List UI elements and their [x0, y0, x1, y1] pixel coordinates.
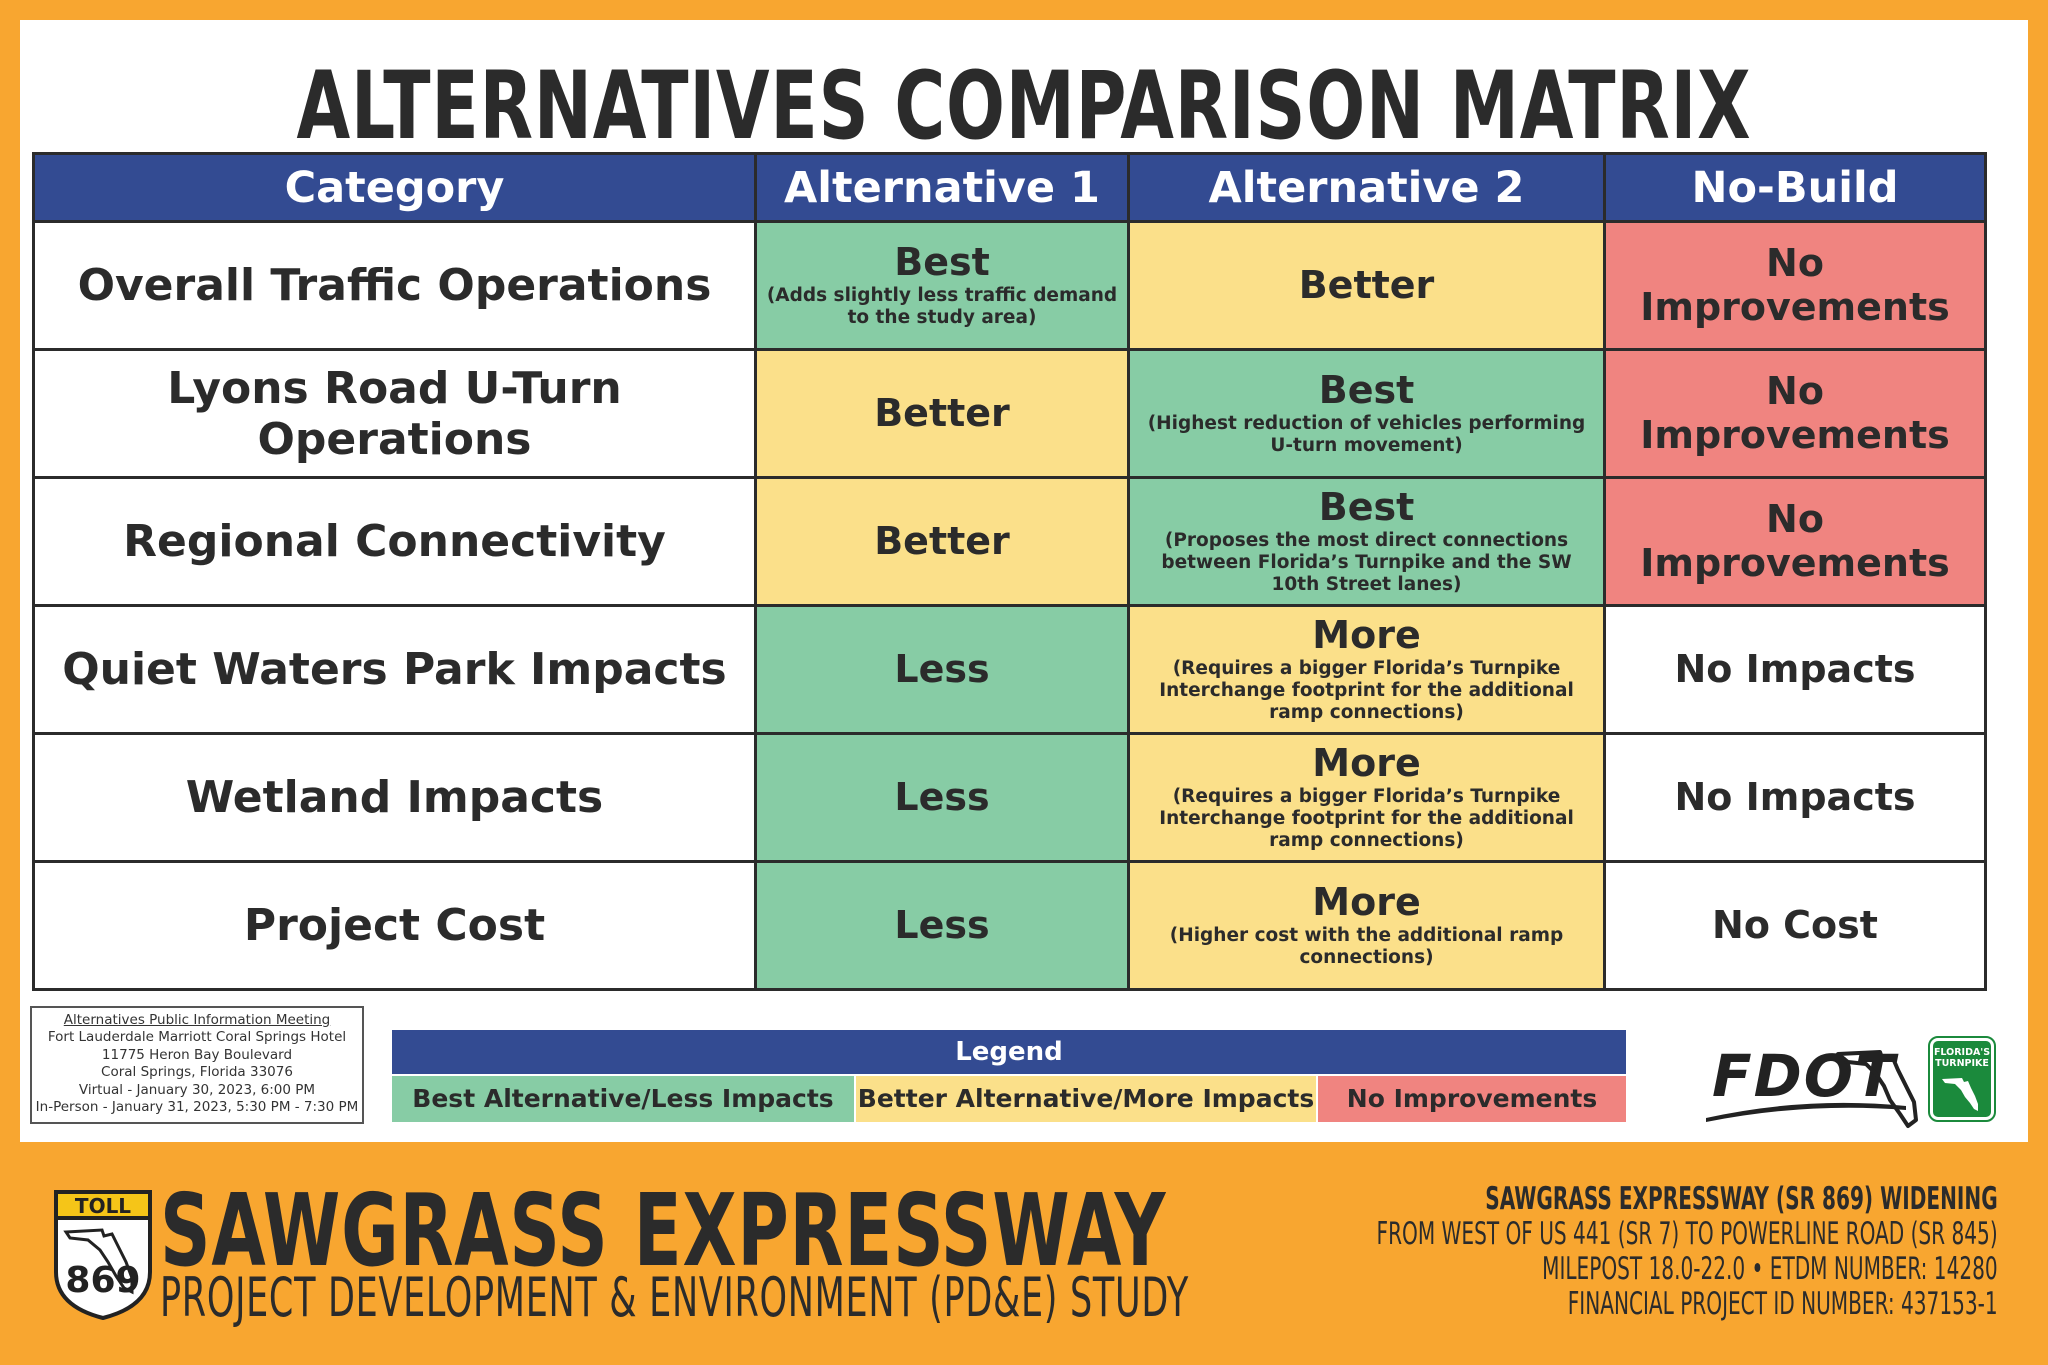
project-info-line-2: FROM WEST OF US 441 (SR 7) TO POWERLINE …	[1376, 1216, 1998, 1252]
header-alternative-1: Alternative 1	[754, 152, 1130, 223]
rating-text: Better	[874, 390, 1010, 435]
legend-green-item: Best Alternative/Less Impacts	[392, 1076, 854, 1122]
nobuild-cell: No Impacts	[1603, 732, 1987, 863]
table-row: Regional Connectivity Better Best (Propo…	[32, 476, 1987, 607]
rating-text: More	[1312, 741, 1421, 786]
florida-outline-icon	[1836, 1050, 1918, 1128]
rating-text: No Cost	[1712, 902, 1878, 947]
rating-text: Best	[894, 240, 990, 285]
alt2-cell: Best (Proposes the most direct connectio…	[1127, 476, 1606, 607]
category-cell: Quiet Waters Park Impacts	[32, 604, 757, 735]
rating-note: (Requires a bigger Florida’s Turnpike In…	[1159, 658, 1574, 724]
nobuild-cell: No Improvements	[1603, 476, 1987, 607]
alt1-cell: Less	[754, 732, 1130, 863]
nobuild-cell: No Cost	[1603, 860, 1987, 991]
project-name: SAWGRASS EXPRESSWAY	[160, 1172, 1167, 1289]
nobuild-cell: No Improvements	[1603, 220, 1987, 351]
rating-text: No Improvements	[1640, 368, 1950, 457]
rating-text: Less	[894, 646, 990, 691]
rating-text: Best	[1318, 368, 1415, 413]
table-row: Project Cost Less More (Higher cost with…	[32, 860, 1987, 991]
rating-text: Less	[894, 902, 990, 947]
alt2-cell: More (Higher cost with the additional ra…	[1127, 860, 1606, 991]
toll-869-shield-icon: TOLL 869	[54, 1190, 152, 1320]
meeting-info-box: Alternatives Public Information Meeting …	[30, 1006, 364, 1124]
florida-turnpike-logo: FLORIDA'S TURNPIKE	[1928, 1036, 1996, 1122]
table-row: Wetland Impacts Less More (Requires a bi…	[32, 732, 1987, 863]
nobuild-cell: No Improvements	[1603, 348, 1987, 479]
legend-row: Best Alternative/Less Impacts Better Alt…	[392, 1076, 1626, 1122]
alt2-cell: Best (Highest reduction of vehicles perf…	[1127, 348, 1606, 479]
rating-text: No Improvements	[1640, 496, 1950, 585]
meeting-virtual-time: Virtual - January 30, 2023, 6:00 PM	[78, 1081, 316, 1098]
category-cell: Project Cost	[32, 860, 757, 991]
table-row: Overall Traffic Operations Best (Adds sl…	[32, 220, 1987, 351]
fdot-swoosh-icon	[1706, 1102, 1906, 1122]
route-number: 869	[65, 1260, 140, 1301]
category-cell: Wetland Impacts	[32, 732, 757, 863]
header-no-build: No-Build	[1603, 152, 1987, 223]
alt1-cell: Less	[754, 860, 1130, 991]
project-info-line-4: FINANCIAL PROJECT ID NUMBER: 437153-1	[1568, 1286, 1998, 1322]
rating-text: Better	[874, 518, 1010, 563]
study-name: PROJECT DEVELOPMENT & ENVIRONMENT (PD&E)…	[160, 1266, 1189, 1329]
rating-text: More	[1312, 613, 1421, 658]
turnpike-label: FLORIDA'S TURNPIKE	[1933, 1047, 1991, 1069]
project-info: SAWGRASS EXPRESSWAY (SR 869) WIDENING FR…	[1135, 1182, 1998, 1322]
alt1-cell: Best (Adds slightly less traffic demand …	[754, 220, 1130, 351]
header-alternative-2: Alternative 2	[1127, 152, 1606, 223]
table-row: Quiet Waters Park Impacts Less More (Req…	[32, 604, 1987, 735]
alt1-cell: Better	[754, 348, 1130, 479]
toll-text: TOLL	[75, 1194, 131, 1218]
rating-text: Less	[894, 774, 990, 819]
header-category: Category	[32, 152, 757, 223]
footer-band	[0, 1142, 2048, 1365]
rating-text: Better	[1298, 262, 1435, 307]
rating-text: Best	[1318, 485, 1415, 530]
legend-yellow-item: Better Alternative/More Impacts	[856, 1076, 1316, 1122]
meeting-city: Coral Springs, Florida 33076	[101, 1064, 293, 1081]
project-info-line-1: SAWGRASS EXPRESSWAY (SR 869) WIDENING	[1485, 1181, 1998, 1217]
matrix-header-row: Category Alternative 1 Alternative 2 No-…	[32, 152, 1987, 223]
rating-note: (Proposes the most direct connections be…	[1161, 530, 1572, 596]
alt2-cell: Better	[1127, 220, 1606, 351]
rating-note: (Adds slightly less traffic demand to th…	[766, 285, 1118, 329]
comparison-matrix: Category Alternative 1 Alternative 2 No-…	[32, 152, 1987, 991]
legend: Legend Best Alternative/Less Impacts Bet…	[392, 1030, 1626, 1122]
meeting-in-person-time: In-Person - January 31, 2023, 5:30 PM - …	[35, 1099, 359, 1116]
rating-text: No Impacts	[1674, 774, 1916, 819]
table-row: Lyons Road U-Turn Operations Better Best…	[32, 348, 1987, 479]
alt1-cell: Less	[754, 604, 1130, 735]
rating-text: No Impacts	[1674, 646, 1916, 691]
turnpike-florida-icon	[1942, 1078, 1978, 1111]
rating-note: (Requires a bigger Florida’s Turnpike In…	[1159, 786, 1574, 852]
category-cell: Regional Connectivity	[32, 476, 757, 607]
rating-note: (Highest reduction of vehicles performin…	[1147, 413, 1586, 457]
alt2-cell: More (Requires a bigger Florida’s Turnpi…	[1127, 732, 1606, 863]
project-info-line-3: MILEPOST 18.0-22.0 • ETDM NUMBER: 14280	[1542, 1251, 1998, 1287]
rating-text: No Improvements	[1640, 240, 1950, 329]
rating-text: More	[1312, 880, 1421, 925]
alt1-cell: Better	[754, 476, 1130, 607]
page-title: ALTERNATIVES COMPARISON MATRIX	[296, 52, 1752, 161]
meeting-venue: Fort Lauderdale Marriott Coral Springs H…	[47, 1029, 347, 1046]
category-cell: Lyons Road U-Turn Operations	[32, 348, 757, 479]
meeting-address: 11775 Heron Bay Boulevard	[101, 1046, 293, 1063]
meeting-heading: Alternatives Public Information Meeting	[63, 1012, 331, 1028]
legend-red-item: No Improvements	[1318, 1076, 1626, 1122]
legend-title: Legend	[392, 1030, 1626, 1074]
category-cell: Overall Traffic Operations	[32, 220, 757, 351]
alt2-cell: More (Requires a bigger Florida’s Turnpi…	[1127, 604, 1606, 735]
rating-note: (Higher cost with the additional ramp co…	[1169, 925, 1564, 969]
nobuild-cell: No Impacts	[1603, 604, 1987, 735]
